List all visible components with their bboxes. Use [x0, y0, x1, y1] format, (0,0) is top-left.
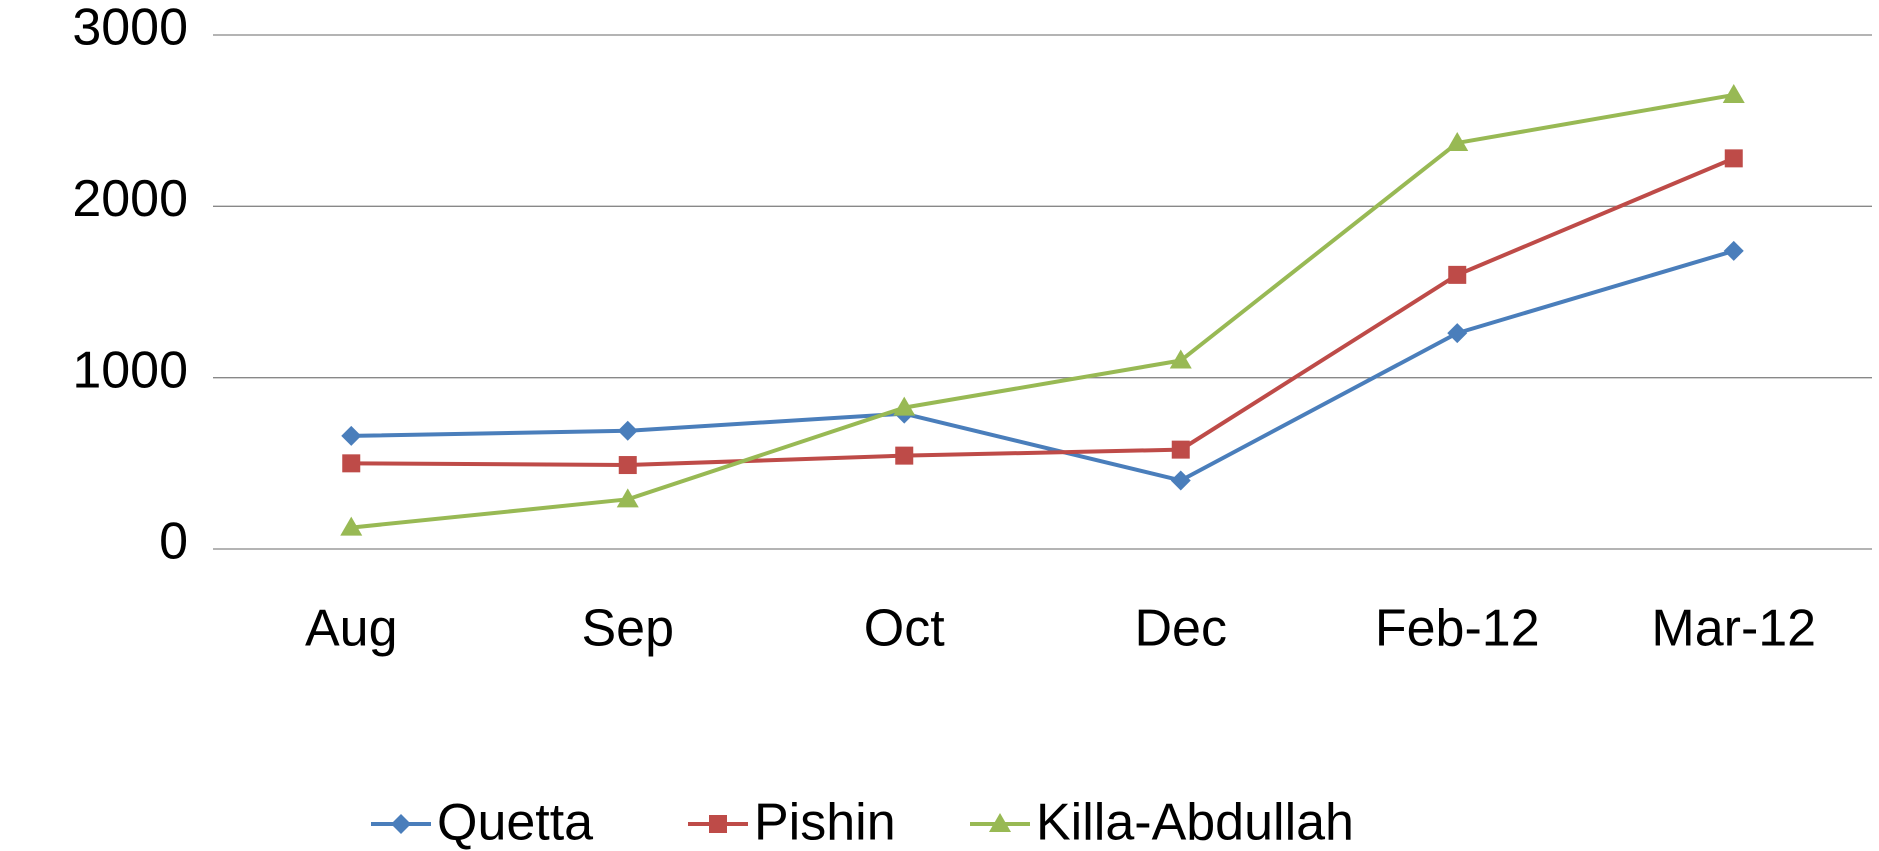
- y-tick-label: 3000: [72, 0, 188, 57]
- y-tick-label: 1000: [72, 341, 188, 399]
- data-point: [1170, 470, 1191, 491]
- data-point: [1171, 440, 1190, 459]
- x-tick-label: Dec: [1135, 600, 1227, 658]
- legend-label: Quetta: [437, 794, 593, 851]
- x-tick-label: Sep: [581, 600, 674, 658]
- y-tick-label: 0: [159, 513, 188, 571]
- series-line: [351, 248, 1735, 483]
- data-point: [1446, 131, 1469, 151]
- data-point: [342, 454, 361, 473]
- y-tick-label: 2000: [72, 170, 188, 228]
- legend-marker: [989, 813, 1011, 832]
- legend-label: Pishin: [754, 794, 896, 851]
- x-tick-label: Aug: [305, 600, 398, 658]
- data-point: [1724, 149, 1743, 168]
- x-tick-label: Oct: [864, 600, 945, 658]
- data-point: [895, 446, 914, 465]
- legend-marker: [709, 815, 727, 833]
- legend-marker: [391, 814, 411, 834]
- data-point: [1447, 323, 1468, 344]
- data-point: [1169, 349, 1192, 369]
- series-line: [351, 92, 1735, 530]
- legend-label: Killa-Abdullah: [1036, 794, 1354, 851]
- data-point: [618, 456, 637, 475]
- data-point: [1448, 265, 1467, 284]
- series-line: [351, 156, 1735, 468]
- data-point: [617, 420, 638, 441]
- data-point: [341, 425, 362, 446]
- x-tick-label: Mar-12: [1651, 600, 1816, 658]
- data-point: [1723, 240, 1744, 261]
- x-tick-label: Feb-12: [1375, 600, 1540, 658]
- data-point: [893, 396, 916, 416]
- data-point: [340, 516, 363, 536]
- data-point: [616, 488, 639, 508]
- data-point: [1722, 83, 1745, 103]
